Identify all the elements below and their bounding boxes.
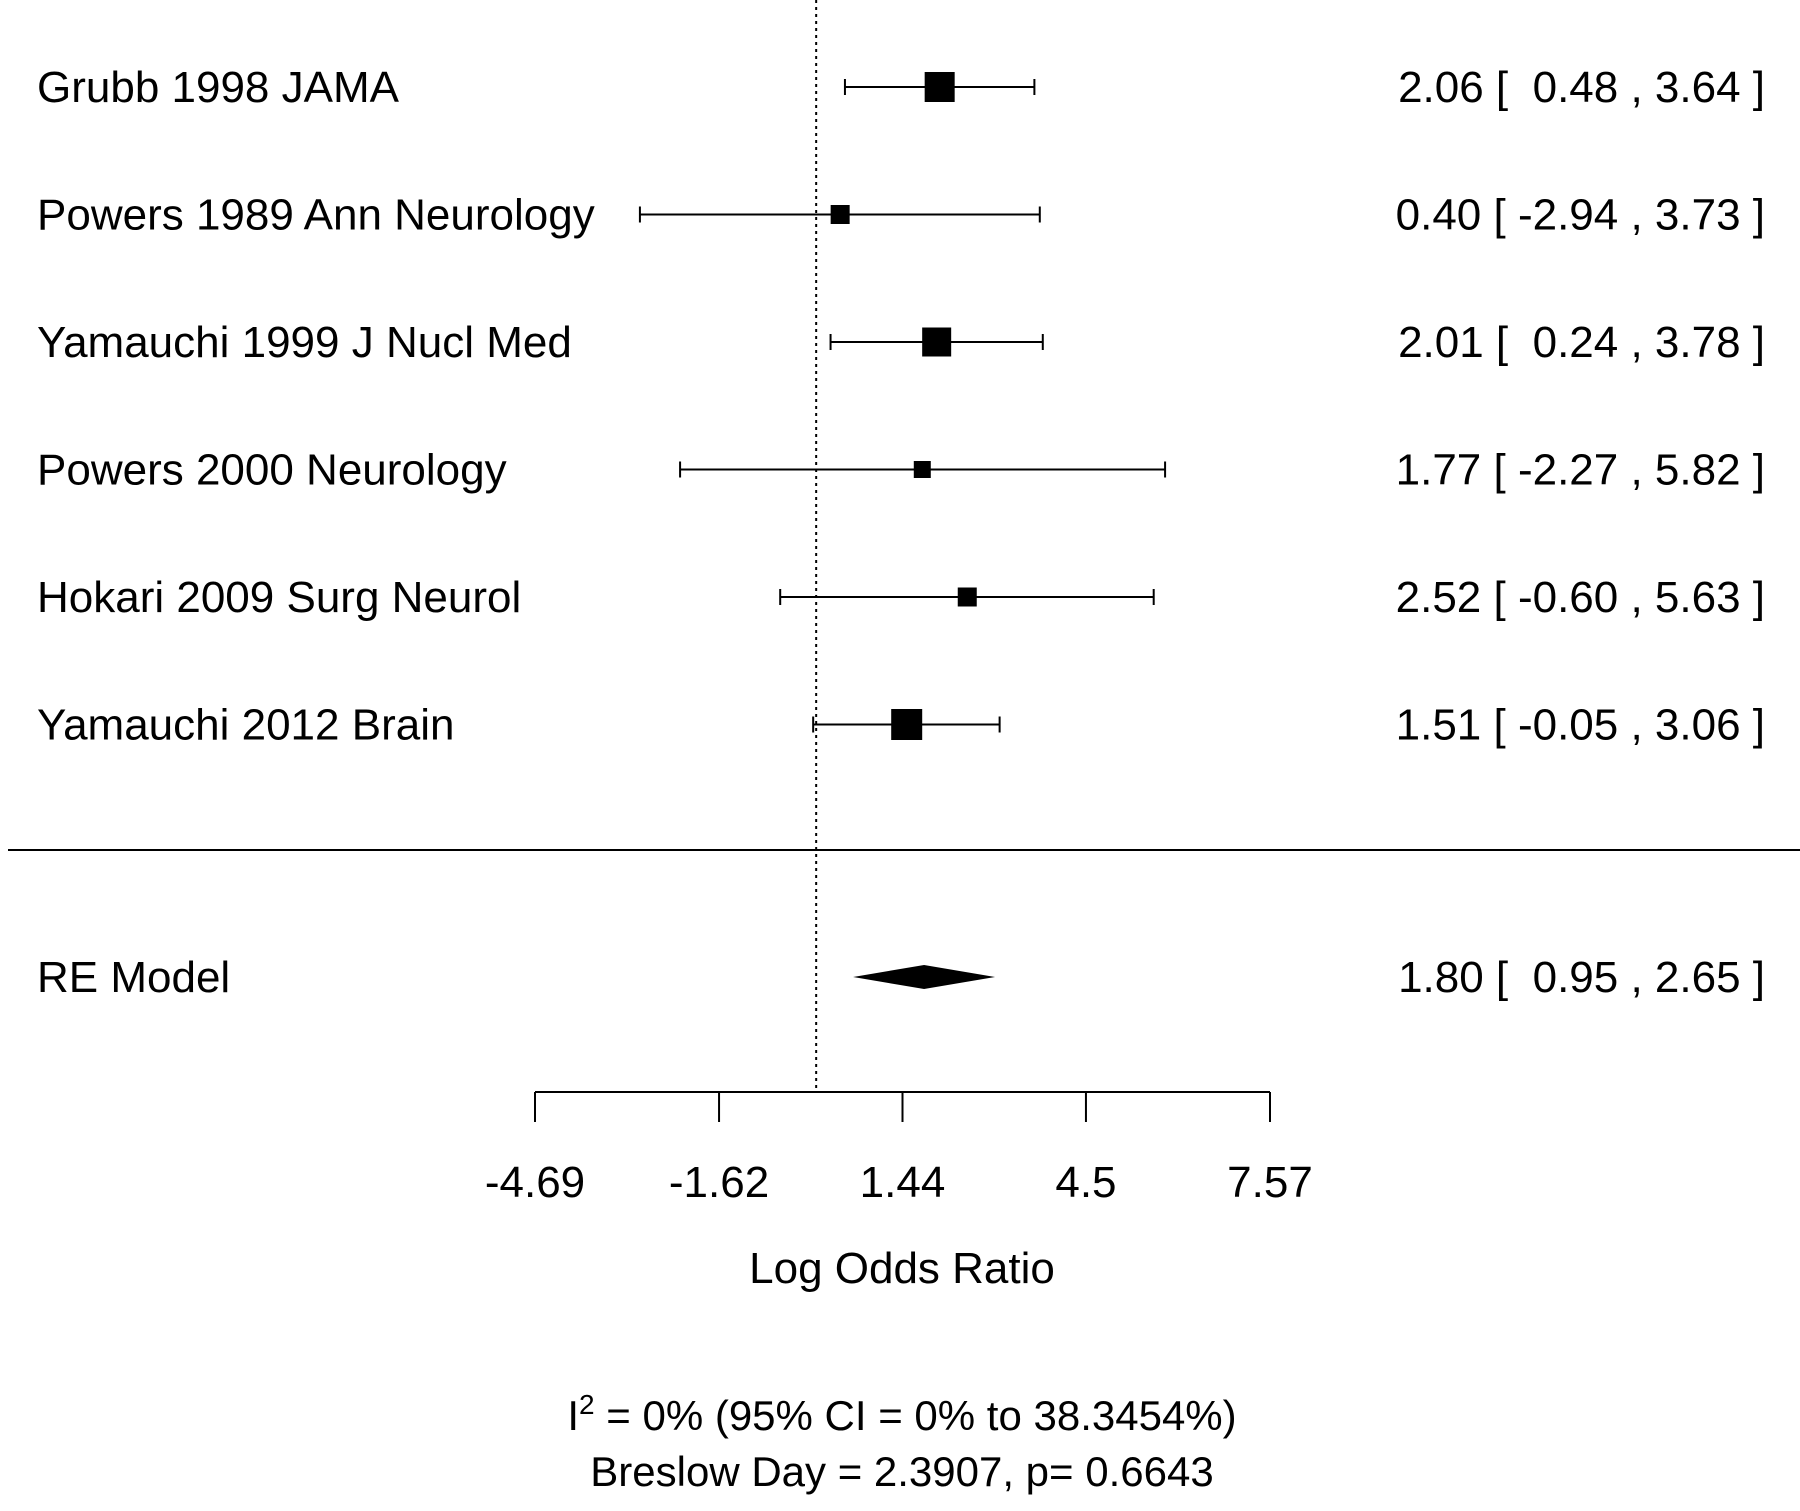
x-axis-title: Log Odds Ratio: [749, 1244, 1055, 1293]
x-tick-label: -1.62: [669, 1158, 769, 1207]
study-ci-text: 1.77 [ -2.27 , 5.82 ]: [1396, 446, 1765, 495]
i2-text: = 0% (95% CI = 0% to 38.3454%): [595, 1392, 1237, 1439]
x-tick-label: 1.44: [860, 1158, 946, 1207]
study-rows: Grubb 1998 JAMA 2.06 [ 0.48 , 3.64 ] Power…: [37, 63, 1765, 750]
i2-superscript: 2: [579, 1389, 595, 1420]
study-label: Hokari 2009 Surg Neurol: [37, 573, 521, 622]
summary-ci-text: 1.80 [ 0.95 , 2.65 ]: [1398, 953, 1765, 1002]
study-ci-text: 2.06 [ 0.48 , 3.64 ]: [1398, 63, 1765, 112]
study-ci-text: 2.01 [ 0.24 , 3.78 ]: [1398, 318, 1765, 367]
study-label: Powers 1989 Ann Neurology: [37, 191, 595, 240]
effect-square: [913, 461, 931, 478]
effect-square: [924, 72, 955, 102]
x-tick-label: -4.69: [485, 1158, 585, 1207]
x-axis: -4.69 -1.62 1.44 4.5 7.57: [485, 1091, 1313, 1207]
effect-square: [830, 205, 850, 224]
effect-square: [891, 709, 923, 740]
summary-row: RE Model 1.80 [ 0.95 , 2.65 ]: [37, 953, 1765, 1002]
study-label: Powers 2000 Neurology: [37, 446, 507, 495]
effect-square: [957, 587, 977, 607]
i2-letter: I: [567, 1392, 579, 1439]
study-ci-text: 0.40 [ -2.94 , 3.73 ]: [1396, 191, 1765, 240]
study-label: Grubb 1998 JAMA: [37, 63, 400, 112]
study-ci-text: 2.52 [ -0.60 , 5.63 ]: [1396, 573, 1765, 622]
summary-label: RE Model: [37, 953, 230, 1002]
effect-square: [922, 327, 952, 357]
study-label: Yamauchi 1999 J Nucl Med: [37, 318, 572, 367]
x-tick-label: 4.5: [1055, 1158, 1116, 1207]
summary-diamond: [853, 965, 996, 989]
study-ci-text: 1.51 [ -0.05 , 3.06 ]: [1396, 701, 1765, 750]
x-tick-label: 7.57: [1227, 1158, 1313, 1207]
study-label: Yamauchi 2012 Brain: [37, 701, 454, 750]
heterogeneity-i2-note: I2 = 0% (95% CI = 0% to 38.3454%): [567, 1389, 1236, 1439]
breslow-day-note: Breslow Day = 2.3907, p= 0.6643: [590, 1448, 1213, 1495]
